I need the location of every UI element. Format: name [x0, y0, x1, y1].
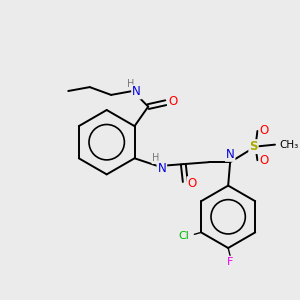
Text: S: S: [249, 140, 258, 153]
Text: N: N: [226, 148, 235, 161]
Text: O: O: [188, 177, 197, 190]
Text: O: O: [260, 124, 269, 137]
Text: O: O: [260, 154, 269, 167]
Text: CH₃: CH₃: [279, 140, 298, 150]
Text: H: H: [127, 79, 134, 89]
Text: F: F: [227, 256, 233, 267]
Text: N: N: [132, 85, 141, 98]
Text: O: O: [168, 95, 177, 108]
Text: H: H: [152, 153, 160, 163]
Text: N: N: [158, 161, 166, 175]
Text: Cl: Cl: [178, 231, 189, 241]
